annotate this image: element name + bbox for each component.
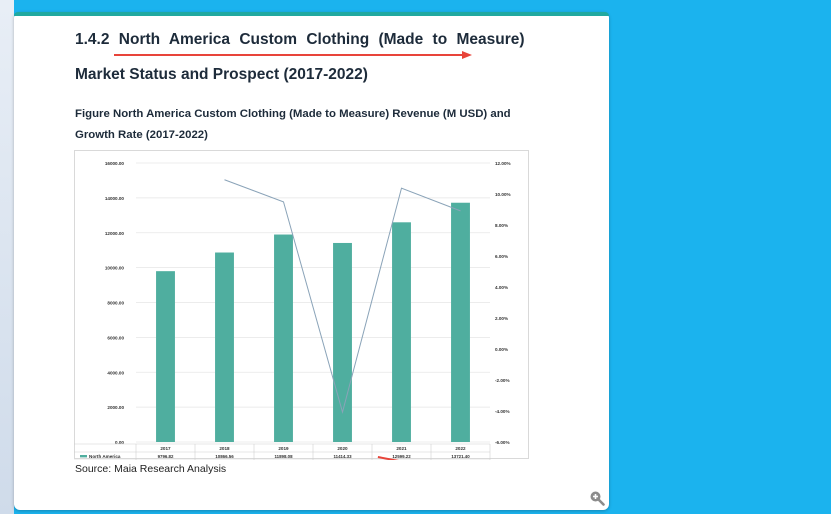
bar-2017 <box>156 271 175 442</box>
red-underline-arrow <box>114 51 472 59</box>
x-tick-label: 2022 <box>455 446 466 451</box>
figure-source: Source: Maia Research Analysis <box>75 463 227 475</box>
y2-tick-label: 6.00% <box>495 254 508 259</box>
background-panel-edge <box>0 0 14 514</box>
y2-tick-label: 2.00% <box>495 316 508 321</box>
x-tick-label: 2017 <box>160 446 171 451</box>
y2-tick-label: 10.00% <box>495 192 511 197</box>
x-tick-label: 2020 <box>337 446 348 451</box>
zoom-in-icon[interactable] <box>589 490 605 506</box>
data-label: 11898.08 <box>274 454 293 459</box>
data-label: 11414.33 <box>333 454 352 459</box>
bar-2022 <box>451 202 470 442</box>
legend-key-bar <box>80 455 87 458</box>
data-label: 9796.82 <box>158 454 174 459</box>
y-tick-label: 6000.00 <box>107 335 124 340</box>
y-tick-label: 14000.00 <box>105 196 125 201</box>
y-tick-label: 10000.00 <box>105 266 125 271</box>
y2-tick-label: -6.00% <box>495 440 510 445</box>
growth-rate-line <box>224 179 461 414</box>
y2-tick-label: 8.00% <box>495 223 508 228</box>
figure-title: Figure North America Custom Clothing (Ma… <box>75 108 511 141</box>
red-annotation-arrow <box>377 456 399 460</box>
y-tick-label: 0.00 <box>115 440 124 445</box>
bar-2021 <box>392 222 411 442</box>
section-heading: 1.4.2 North America Custom Clothing (Mad… <box>75 31 525 48</box>
y2-tick-label: 0.00% <box>495 347 508 352</box>
data-label: 13721.40 <box>451 454 470 459</box>
y2-tick-label: 4.00% <box>495 285 508 290</box>
document-card: 1.4.2 North America Custom Clothing (Mad… <box>14 12 609 510</box>
y-tick-label: 12000.00 <box>105 231 125 236</box>
x-tick-label: 2018 <box>219 446 230 451</box>
bar-2018 <box>215 252 234 442</box>
y2-tick-label: -4.00% <box>495 409 510 414</box>
y-tick-label: 4000.00 <box>107 370 124 375</box>
x-tick-label: 2021 <box>396 446 407 451</box>
y-tick-label: 2000.00 <box>107 405 124 410</box>
y-tick-label: 16000.00 <box>105 161 125 166</box>
data-label: 10866.56 <box>215 454 234 459</box>
card-accent-bar <box>14 12 609 16</box>
bar-2019 <box>274 234 293 442</box>
section-heading-continued: Market Status and Prospect (2017-2022) <box>75 66 368 83</box>
y2-tick-label: -2.00% <box>495 378 510 383</box>
data-label: 12599.22 <box>392 454 411 459</box>
revenue-growth-chart: 0.00 2000.00 4000.00 6000.00 8000.00 10000.00… <box>74 150 529 460</box>
y-tick-label: 8000.00 <box>107 301 124 306</box>
x-tick-label: 2019 <box>278 446 289 451</box>
y2-tick-label: 12.00% <box>495 161 511 166</box>
legend-label: North America <box>89 454 121 459</box>
